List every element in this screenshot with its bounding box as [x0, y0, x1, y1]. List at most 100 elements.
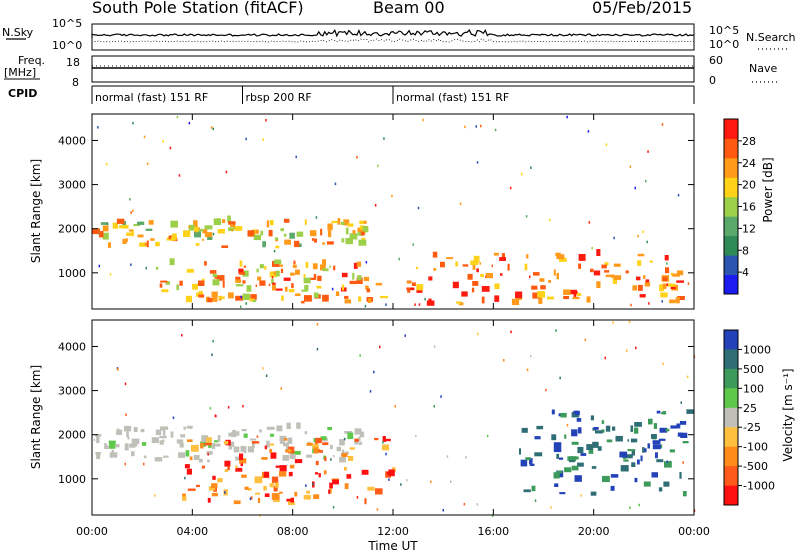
heatmap-cell [194, 227, 199, 232]
heatmap-cell [348, 456, 354, 461]
heatmap-cell [130, 211, 132, 214]
heatmap-cell [491, 514, 494, 517]
heatmap-cell [676, 423, 681, 429]
heatmap-cell [525, 215, 528, 218]
heatmap-cell [303, 277, 311, 284]
heatmap-cell [295, 293, 301, 296]
heatmap-cell [525, 457, 531, 461]
heatmap-cell [162, 140, 164, 143]
x-axis: 00:00 04:00 08:00 12:00 16:00 20:00 00:00 [76, 114, 710, 538]
heatmap-cell [204, 225, 213, 230]
heatmap-cell [367, 486, 375, 491]
heatmap-cell [682, 491, 687, 497]
heatmap-cell [510, 330, 512, 334]
heatmap-cell [288, 289, 295, 293]
heatmap-cell [652, 444, 661, 450]
heatmap-cell [415, 434, 417, 438]
colorbar-tick-label: 8 [742, 244, 749, 257]
heatmap-cell [253, 229, 259, 234]
heatmap-cell [117, 368, 119, 371]
heatmap-cell [227, 215, 231, 223]
heatmap-cell [520, 172, 523, 176]
heatmap-cell [191, 444, 199, 452]
heatmap-cell [284, 239, 291, 245]
heatmap-cell [343, 437, 346, 441]
heatmap-cell [366, 288, 371, 293]
colorbar-tick-label: -100 [743, 441, 768, 454]
heatmap-cell [385, 471, 392, 478]
heatmap-cell [259, 264, 264, 269]
noise-tick-right-bottom: 10^0 [709, 38, 739, 51]
heatmap-cell [660, 292, 668, 298]
heatmap-cell [246, 285, 252, 292]
heatmap-cell [328, 489, 331, 494]
heatmap-cell [257, 497, 261, 503]
heatmap-cell [178, 452, 186, 458]
heatmap-cell [662, 362, 664, 365]
heatmap-cell [344, 431, 353, 434]
heatmap-cell [227, 465, 230, 471]
heatmap-cell [216, 275, 225, 281]
heatmap-cell [287, 437, 293, 444]
y-tick-label: 2000 [58, 223, 86, 236]
heatmap-cell [677, 270, 684, 276]
heatmap-cell [503, 359, 505, 362]
heatmap-cell [526, 368, 529, 372]
heatmap-cell [316, 347, 319, 351]
heatmap-cell [150, 238, 155, 241]
heatmap-cell [648, 418, 653, 425]
freq-tick-bottom: 8 [72, 76, 79, 89]
heatmap-cell [217, 435, 221, 442]
heatmap-cell [214, 414, 217, 417]
heatmap-cell [230, 441, 235, 447]
heatmap-cell [235, 295, 243, 301]
heatmap-cell [509, 186, 512, 190]
power-cells [92, 115, 690, 308]
heatmap-cell [268, 229, 273, 237]
heatmap-cell [108, 440, 116, 444]
x-tick-label: 08:00 [277, 525, 309, 538]
heatmap-cell [480, 124, 482, 128]
heatmap-cell [638, 284, 643, 291]
heatmap-cell [125, 413, 127, 416]
heatmap-cell [279, 438, 285, 444]
heatmap-cell [105, 163, 108, 166]
heatmap-cell [406, 281, 411, 284]
heatmap-cell [630, 438, 638, 443]
heatmap-cell [398, 257, 400, 261]
heatmap-cell [530, 355, 532, 358]
colorbar-swatch [724, 330, 738, 350]
heatmap-cell [647, 150, 649, 153]
colorbar-tick-label: 25 [743, 402, 757, 415]
heatmap-cell [612, 321, 614, 324]
heatmap-cell [279, 491, 283, 494]
heatmap-cell [192, 283, 198, 290]
heatmap-cell [475, 125, 477, 128]
colorbar-swatch [724, 349, 738, 370]
heatmap-cell [655, 452, 658, 459]
heatmap-cell [577, 446, 584, 454]
heatmap-cell [373, 370, 375, 374]
heatmap-cell [224, 491, 226, 494]
heatmap-cell [270, 220, 274, 226]
heatmap-cell [247, 488, 252, 491]
heatmap-cell [433, 268, 437, 271]
heatmap-cell [243, 446, 247, 453]
heatmap-cell [212, 127, 214, 131]
heatmap-cell [312, 482, 314, 486]
heatmap-cell [263, 471, 269, 478]
heatmap-cell [549, 218, 551, 222]
heatmap-cell [179, 442, 184, 448]
heatmap-cell [107, 242, 111, 248]
power-ylabel: Slant Range [km] [29, 159, 43, 263]
heatmap-cell [289, 232, 295, 239]
x-tick-label: 20:00 [578, 525, 610, 538]
heatmap-cell [493, 252, 499, 256]
nsearch-trace [91, 38, 695, 43]
heatmap-cell [622, 456, 627, 459]
heatmap-cell [587, 130, 590, 133]
heatmap-cell [179, 280, 183, 286]
heatmap-cell [279, 465, 287, 472]
heatmap-cell [116, 429, 123, 435]
heatmap-cell [131, 229, 134, 237]
